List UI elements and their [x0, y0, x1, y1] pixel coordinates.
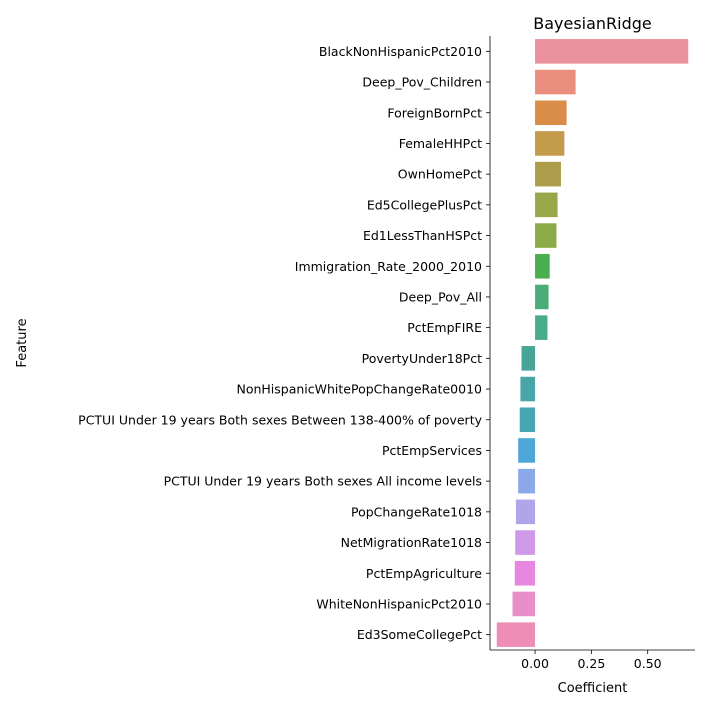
y-tick-label: PCTUI Under 19 years Both sexes All inco… — [164, 474, 482, 489]
y-tick-label: OwnHomePct — [398, 167, 482, 182]
y-tick-label: Ed3SomeCollegePct — [357, 627, 482, 642]
y-tick-label: PctEmpFIRE — [407, 320, 482, 335]
x-axis-label: Coefficient — [558, 681, 628, 696]
bar — [535, 69, 576, 95]
y-tick-label: FemaleHHPct — [399, 136, 482, 151]
bar — [535, 315, 548, 340]
x-tick-label: 0.50 — [634, 656, 662, 671]
y-tick-label: NonHispanicWhitePopChangeRate0010 — [236, 382, 482, 397]
bar — [535, 131, 565, 156]
y-tick-labels: BlackNonHispanicPct2010 Deep_Pov_Children… — [78, 44, 490, 642]
y-tick-label: PopChangeRate1018 — [351, 504, 482, 519]
bar — [535, 161, 561, 187]
y-tick-label: ForeignBornPct — [387, 105, 482, 120]
chart-title: BayesianRidge — [533, 14, 652, 33]
bar — [519, 407, 536, 433]
bars-group — [496, 39, 689, 647]
y-tick-label: Deep_Pov_Children — [362, 75, 482, 90]
bar — [535, 39, 689, 64]
bar — [535, 192, 558, 218]
y-tick-label: NetMigrationRate1018 — [341, 535, 482, 550]
bar — [512, 591, 536, 617]
bar — [535, 223, 557, 248]
bar — [535, 100, 567, 126]
y-tick-label: PctEmpServices — [382, 443, 482, 458]
y-tick-label: Immigration_Rate_2000_2010 — [295, 259, 482, 274]
bar — [535, 284, 549, 310]
bar — [515, 499, 536, 525]
y-tick-label: PCTUI Under 19 years Both sexes Between … — [78, 412, 482, 427]
bar — [496, 622, 536, 647]
y-axis-label: Feature — [15, 318, 30, 367]
bar — [518, 438, 536, 463]
x-tick-label: 0.25 — [577, 656, 605, 671]
y-tick-label: Deep_Pov_All — [399, 289, 482, 304]
bar — [518, 468, 536, 494]
bar — [514, 560, 536, 586]
bar — [521, 346, 536, 371]
y-tick-label: Ed5CollegePlusPct — [367, 197, 482, 212]
y-tick-label: BlackNonHispanicPct2010 — [319, 44, 482, 59]
y-tick-label: WhiteNonHispanicPct2010 — [316, 596, 482, 611]
bar — [520, 376, 536, 402]
y-tick-label: PovertyUnder18Pct — [362, 351, 482, 366]
x-tick-label: 0.00 — [521, 656, 549, 671]
x-ticks: 0.00 0.25 0.50 — [521, 650, 662, 671]
y-tick-label: PctEmpAgriculture — [366, 566, 482, 581]
bar — [515, 530, 536, 555]
y-tick-label: Ed1LessThanHSPct — [363, 228, 482, 243]
bar — [535, 253, 550, 279]
